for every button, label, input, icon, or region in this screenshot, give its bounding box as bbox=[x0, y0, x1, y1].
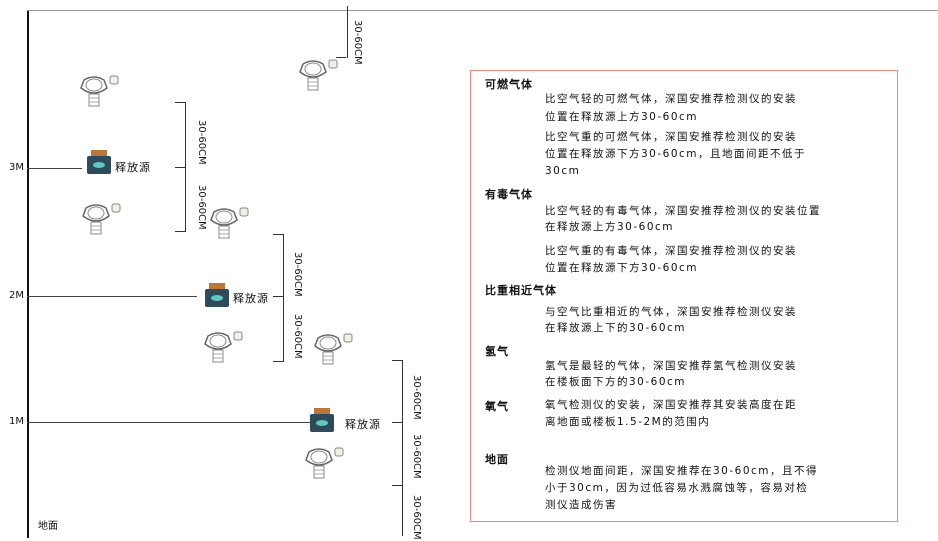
dimension-tick bbox=[392, 485, 402, 486]
dimension-label: 30-60CM bbox=[196, 185, 207, 230]
note-text: 比空气重的有毒气体，深国安推荐检测仪的安装 bbox=[545, 245, 797, 257]
dimension-line bbox=[402, 360, 403, 536]
dimension-line bbox=[347, 6, 348, 58]
dimension-tick bbox=[273, 296, 283, 297]
note-text: 在释放源上方30-60cm bbox=[545, 221, 675, 233]
release-source-icon bbox=[205, 283, 229, 307]
detector-icon bbox=[299, 59, 338, 91]
ceiling-line bbox=[27, 10, 938, 11]
heading-toxic: 有毒气体 bbox=[485, 188, 533, 201]
notes-panel bbox=[470, 70, 898, 522]
wall-line bbox=[27, 10, 29, 538]
dimension-label: 30-60CM bbox=[196, 120, 207, 165]
dimension-line bbox=[283, 234, 284, 362]
detector-icon bbox=[314, 333, 353, 365]
heading-oxygen: 氧气 bbox=[485, 400, 509, 413]
level-1m-line bbox=[27, 422, 312, 423]
dimension-label: 30-60CM bbox=[352, 20, 363, 65]
heading-ground: 地面 bbox=[485, 453, 509, 466]
dimension-tick bbox=[175, 102, 185, 103]
dimension-tick bbox=[392, 422, 402, 423]
detector-icon bbox=[305, 447, 344, 479]
note-text: 在楼板面下方的30-60cm bbox=[545, 376, 687, 388]
dimension-tick bbox=[175, 231, 185, 232]
note-text: 位置在释放源下方30-60cm，且地面间距不低于 bbox=[545, 148, 807, 160]
level-2m: 2M bbox=[9, 290, 24, 301]
dimension-label: 30-60CM bbox=[411, 495, 422, 540]
dimension-tick bbox=[336, 57, 346, 58]
note-text: 离地面或楼板1.5-2M的范围内 bbox=[545, 416, 711, 428]
note-text: 氧气检测仪的安装，深国安推荐其安装高度在距 bbox=[545, 399, 797, 411]
note-text: 检测仪地面间距，深国安推荐在30-60cm，且不得 bbox=[545, 465, 819, 477]
level-1m: 1M bbox=[9, 416, 24, 427]
note-text: 比空气轻的可燃气体，深国安推荐检测仪的安装 bbox=[545, 93, 797, 105]
dimension-line bbox=[185, 102, 186, 232]
release-source-icon bbox=[87, 150, 111, 174]
heading-hydrogen: 氢气 bbox=[485, 345, 509, 358]
note-text: 30cm bbox=[545, 165, 581, 177]
dimension-label: 30-60CM bbox=[411, 434, 422, 479]
release-source-label: 释放源 bbox=[345, 418, 381, 431]
level-3m-line bbox=[27, 168, 82, 169]
detector-icon bbox=[80, 75, 119, 107]
dimension-label: 30-60CM bbox=[411, 375, 422, 420]
dimension-tick bbox=[175, 167, 185, 168]
note-text: 比空气轻的有毒气体，深国安推荐检测仪的安装位置 bbox=[545, 205, 821, 217]
dimension-label: 30-60CM bbox=[292, 314, 303, 359]
dimension-tick bbox=[273, 234, 283, 235]
ground-label: 地面 bbox=[38, 521, 58, 532]
detector-icon bbox=[210, 207, 249, 239]
level-3m: 3M bbox=[9, 162, 24, 173]
note-text: 测仪造成伤害 bbox=[545, 499, 617, 511]
detector-icon bbox=[204, 331, 243, 363]
note-text: 氢气是最轻的气体，深国安推荐氢气检测仪安装 bbox=[545, 360, 797, 372]
note-text: 与空气比重相近的气体，深国安推荐检测仪安装 bbox=[545, 306, 797, 318]
heading-combustible: 可燃气体 bbox=[485, 78, 533, 91]
note-text: 位置在释放源上方30-60cm bbox=[545, 111, 699, 123]
note-text: 小于30cm，因为过低容易水溅腐蚀等，容易对检 bbox=[545, 482, 809, 494]
heading-similar: 比重相近气体 bbox=[485, 284, 557, 297]
release-source-icon bbox=[310, 408, 334, 432]
dimension-tick bbox=[392, 360, 402, 361]
release-source-label: 释放源 bbox=[115, 161, 151, 174]
level-2m-line bbox=[27, 296, 197, 297]
release-source-label: 释放源 bbox=[233, 292, 269, 305]
dimension-label: 30-60CM bbox=[292, 252, 303, 297]
note-text: 位置在释放源下方30-60cm bbox=[545, 262, 699, 274]
note-text: 在释放源上下的30-60cm bbox=[545, 322, 687, 334]
dimension-tick bbox=[273, 361, 283, 362]
detector-icon bbox=[82, 203, 121, 235]
note-text: 比空气重的可燃气体，深国安推荐检测仪的安装 bbox=[545, 131, 797, 143]
